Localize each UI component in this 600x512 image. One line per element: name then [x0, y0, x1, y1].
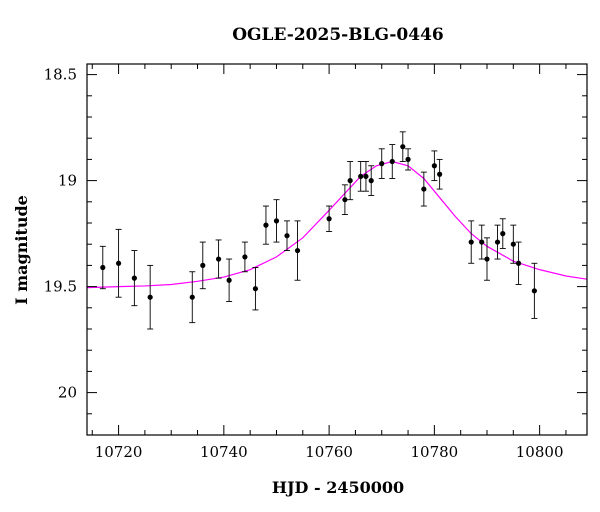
x-tick-label: 10800 — [516, 443, 564, 461]
data-point-10 — [252, 267, 259, 311]
data-point-20 — [368, 165, 375, 196]
data-point-marker — [115, 260, 122, 266]
data-point-14 — [294, 220, 301, 281]
y-tick-label: 19 — [58, 172, 77, 190]
data-point-7 — [215, 239, 222, 279]
data-point-29 — [478, 224, 485, 260]
y-axis-label: I magnitude — [12, 195, 31, 305]
data-point-marker — [494, 239, 501, 245]
data-point-24 — [405, 148, 412, 171]
data-point-marker — [189, 294, 195, 300]
data-point-6 — [199, 241, 206, 290]
data-point-33 — [510, 224, 517, 264]
data-point-marker — [531, 288, 537, 294]
data-point-marker — [347, 178, 353, 184]
data-point-marker — [294, 247, 301, 254]
data-point-21 — [378, 148, 385, 179]
data-point-marker — [215, 256, 222, 262]
data-point-marker — [421, 186, 427, 192]
data-point-18 — [357, 161, 364, 192]
data-point-11 — [262, 205, 269, 245]
data-point-23 — [399, 131, 406, 162]
data-point-marker — [131, 275, 137, 281]
y-tick-label: 20 — [58, 384, 77, 402]
data-point-35 — [531, 262, 538, 319]
chart-title: OGLE-2025-BLG-0446 — [232, 25, 444, 45]
data-point-marker — [252, 286, 259, 292]
data-point-8 — [226, 258, 233, 302]
data-point-marker — [510, 241, 516, 247]
x-axis-label: HJD - 2450000 — [272, 478, 404, 497]
y-tick-label: 19.5 — [44, 278, 77, 296]
data-point-marker — [368, 178, 374, 184]
data-point-marker — [468, 239, 474, 245]
data-point-15 — [326, 205, 333, 232]
data-point-1 — [99, 245, 106, 290]
data-points-layer — [99, 131, 538, 330]
x-tick-label: 10720 — [95, 443, 143, 461]
data-point-marker — [284, 233, 290, 239]
data-point-marker — [479, 239, 485, 245]
data-point-marker — [437, 171, 443, 177]
data-point-34 — [515, 241, 522, 285]
data-point-12 — [273, 199, 280, 243]
data-point-marker — [389, 158, 395, 165]
data-point-marker — [431, 163, 437, 169]
data-point-marker — [242, 254, 248, 260]
data-point-32 — [499, 218, 506, 249]
model-curve-layer — [87, 160, 587, 289]
data-point-26 — [431, 150, 438, 182]
x-tick-label: 10780 — [411, 443, 459, 461]
data-point-marker — [273, 218, 280, 224]
model-fit-line — [87, 160, 587, 289]
data-point-5 — [189, 271, 196, 324]
data-point-13 — [284, 220, 290, 252]
data-point-31 — [494, 224, 501, 260]
data-point-marker — [379, 161, 385, 167]
y-tick-label: 18.5 — [44, 66, 77, 84]
data-point-marker — [226, 277, 232, 283]
x-tick-label: 10740 — [200, 443, 248, 461]
axis-ticks-layer: 10720 10740 10760 10780 10800 18.5 19 19.5 20 — [44, 64, 587, 461]
data-point-marker — [515, 260, 522, 266]
data-point-marker — [326, 216, 332, 222]
data-point-3 — [131, 250, 138, 307]
data-point-16 — [341, 184, 348, 215]
data-point-marker — [342, 197, 348, 203]
data-point-marker — [484, 256, 490, 262]
data-point-marker — [405, 156, 411, 162]
data-point-27 — [436, 158, 443, 190]
data-point-25 — [420, 171, 427, 207]
data-point-2 — [115, 228, 122, 298]
data-point-30 — [484, 237, 490, 281]
data-point-17 — [347, 161, 354, 201]
data-point-marker — [363, 173, 369, 179]
data-point-marker — [400, 144, 406, 150]
data-point-4 — [147, 264, 154, 330]
data-point-marker — [500, 231, 506, 237]
data-point-marker — [358, 173, 364, 179]
data-point-marker — [263, 222, 269, 228]
data-point-9 — [241, 241, 248, 273]
data-point-marker — [147, 294, 153, 300]
data-point-marker — [200, 262, 206, 268]
data-point-19 — [362, 161, 369, 192]
x-tick-label: 10760 — [305, 443, 353, 461]
data-point-22 — [389, 144, 396, 179]
plot-frame — [86, 63, 588, 436]
data-point-marker — [100, 264, 106, 271]
data-point-28 — [468, 220, 475, 264]
